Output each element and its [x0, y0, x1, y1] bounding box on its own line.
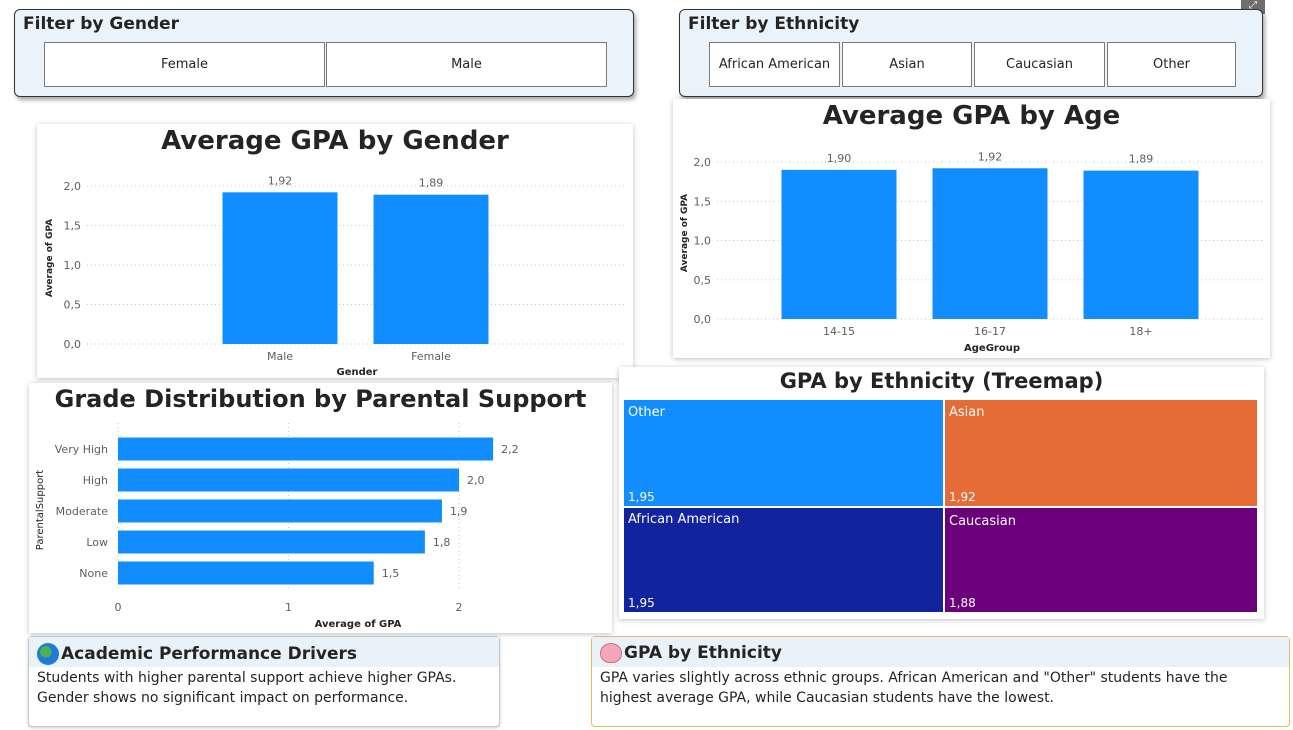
y-category-label: High	[83, 474, 108, 487]
gpa-ethnicity-body: GPA varies slightly across ethnic groups…	[600, 670, 1228, 706]
academic-drivers-textbox: Academic Performance Drivers Students wi…	[28, 636, 500, 727]
treemap-cell-label: Caucasian	[949, 514, 1016, 529]
bar-16-17[interactable]	[932, 168, 1048, 319]
bar-18-[interactable]	[1083, 170, 1199, 319]
treemap-cell-african-american[interactable]: African American 1,95	[624, 508, 943, 612]
gpa-by-gender-chart[interactable]: Average GPA by Gender 0,0 0,5 1,0 1,5 2,…	[37, 124, 633, 378]
y-tick: 0,5	[694, 274, 712, 287]
y-category-label: Very High	[55, 443, 108, 456]
y-tick: 1,0	[694, 235, 712, 248]
x-category-label: Male	[267, 350, 293, 363]
bar-male[interactable]	[222, 192, 338, 344]
bar-low[interactable]	[118, 530, 425, 554]
treemap-cell-asian[interactable]: Asian 1,92	[945, 400, 1257, 506]
ethnicity-slicer-title: Filter by Ethnicity	[688, 14, 860, 34]
bar-female[interactable]	[373, 194, 489, 344]
gpa-by-gender-svg: 0,0 0,5 1,0 1,5 2,0 Male Female 1,92 1,8…	[45, 174, 627, 378]
bar-14-15[interactable]	[781, 169, 897, 319]
y-tick: 1,5	[64, 220, 82, 233]
parental-support-title: Grade Distribution by Parental Support	[54, 385, 587, 413]
gpa-by-ethnicity-treemap[interactable]: GPA by Ethnicity (Treemap) Other 1,95 As…	[619, 367, 1264, 619]
brain-icon	[600, 643, 622, 663]
y-category-label: Low	[86, 536, 108, 549]
ethnicity-option-caucasian[interactable]: Caucasian	[974, 42, 1105, 87]
treemap-title: GPA by Ethnicity (Treemap)	[779, 369, 1104, 393]
x-tick: 2	[456, 601, 463, 614]
grade-by-parental-support-chart[interactable]: Grade Distribution by Parental Support 0…	[29, 383, 612, 633]
x-axis-title: Average of GPA	[315, 619, 402, 630]
treemap-cell-caucasian[interactable]: Caucasian 1,88	[945, 508, 1257, 612]
y-tick: 2,0	[64, 180, 82, 193]
treemap-cell-label: Other	[628, 405, 665, 420]
x-axis-title: AgeGroup	[964, 343, 1020, 354]
y-tick: 2,0	[694, 156, 712, 169]
ethnicity-slicer: Filter by Ethnicity African American Asi…	[679, 9, 1263, 97]
bar-high[interactable]	[118, 468, 459, 492]
y-tick: 1,0	[64, 259, 82, 272]
y-category-label: Moderate	[56, 505, 109, 518]
y-tick: 0,0	[64, 338, 82, 351]
gender-option-male[interactable]: Male	[326, 42, 607, 87]
x-tick: 1	[285, 601, 292, 614]
y-category-label: None	[79, 567, 108, 580]
y-axis-title: ParentalSupport	[35, 470, 46, 551]
treemap-cell-value: 1,88	[949, 596, 976, 610]
treemap-cell-value: 1,95	[628, 490, 655, 504]
academic-drivers-title: Academic Performance Drivers	[37, 643, 357, 665]
data-label: 1,92	[268, 174, 293, 187]
treemap-cell-other[interactable]: Other 1,95	[624, 400, 943, 506]
y-axis-title: Average of GPA	[680, 194, 690, 272]
textbox-header	[592, 637, 1289, 667]
x-category-label: 18+	[1129, 325, 1152, 338]
bar-very-high[interactable]	[118, 437, 494, 461]
y-tick: 0,0	[694, 313, 712, 326]
parental-support-svg: 0 1 2 Very High High Moderate Low None 2…	[35, 423, 519, 630]
data-label: 2,0	[467, 474, 485, 487]
gpa-by-age-chart[interactable]: Average GPA by Age 0,0 0,5 1,0 1,5 2,0 1…	[673, 99, 1270, 358]
bar-none[interactable]	[118, 561, 374, 585]
data-label: 2,2	[501, 443, 518, 456]
x-category-label: 16-17	[974, 325, 1006, 338]
treemap-cell-value: 1,95	[628, 596, 655, 610]
gender-option-female[interactable]: Female	[44, 42, 325, 87]
gpa-ethnicity-title: GPA by Ethnicity	[600, 643, 782, 663]
y-tick: 0,5	[64, 299, 82, 312]
y-tick: 1,5	[694, 195, 712, 208]
data-label: 1,9	[450, 505, 468, 518]
data-label: 1,89	[419, 177, 444, 190]
ethnicity-option-asian[interactable]: Asian	[842, 42, 972, 87]
textbox-header	[29, 637, 499, 667]
y-axis-title: Average of GPA	[45, 219, 55, 297]
gender-slicer-title: Filter by Gender	[23, 14, 180, 34]
treemap-cell-label: African American	[628, 512, 740, 527]
gpa-by-age-title: Average GPA by Age	[822, 101, 1121, 131]
data-label: 1,8	[433, 536, 451, 549]
academic-drivers-title-text: Academic Performance Drivers	[61, 644, 358, 664]
ethnicity-option-other[interactable]: Other	[1107, 42, 1236, 87]
data-label: 1,92	[978, 150, 1003, 163]
globe-icon	[37, 643, 59, 665]
gender-slicer: Filter by Gender Female Male	[14, 9, 634, 97]
x-category-label: Female	[411, 350, 451, 363]
gpa-by-gender-title: Average GPA by Gender	[161, 126, 509, 156]
data-label: 1,89	[1129, 153, 1154, 166]
gpa-ethnicity-title-text: GPA by Ethnicity	[624, 643, 782, 663]
gpa-ethnicity-textbox: GPA by Ethnicity GPA varies slightly acr…	[591, 636, 1290, 727]
data-label: 1,5	[382, 567, 400, 580]
academic-drivers-body: Students with higher parental support ac…	[37, 670, 457, 706]
gpa-by-age-svg: 0,0 0,5 1,0 1,5 2,0 14-15 16-17 18+ 1,90…	[680, 150, 1263, 354]
ethnicity-option-african-american[interactable]: African American	[709, 42, 840, 87]
bar-moderate[interactable]	[118, 499, 442, 523]
x-axis-title: Gender	[337, 367, 378, 378]
x-category-label: 14-15	[823, 325, 855, 338]
x-tick: 0	[115, 601, 122, 614]
data-label: 1,90	[827, 152, 852, 165]
treemap-cell-value: 1,92	[949, 490, 976, 504]
treemap-cell-label: Asian	[949, 405, 985, 420]
